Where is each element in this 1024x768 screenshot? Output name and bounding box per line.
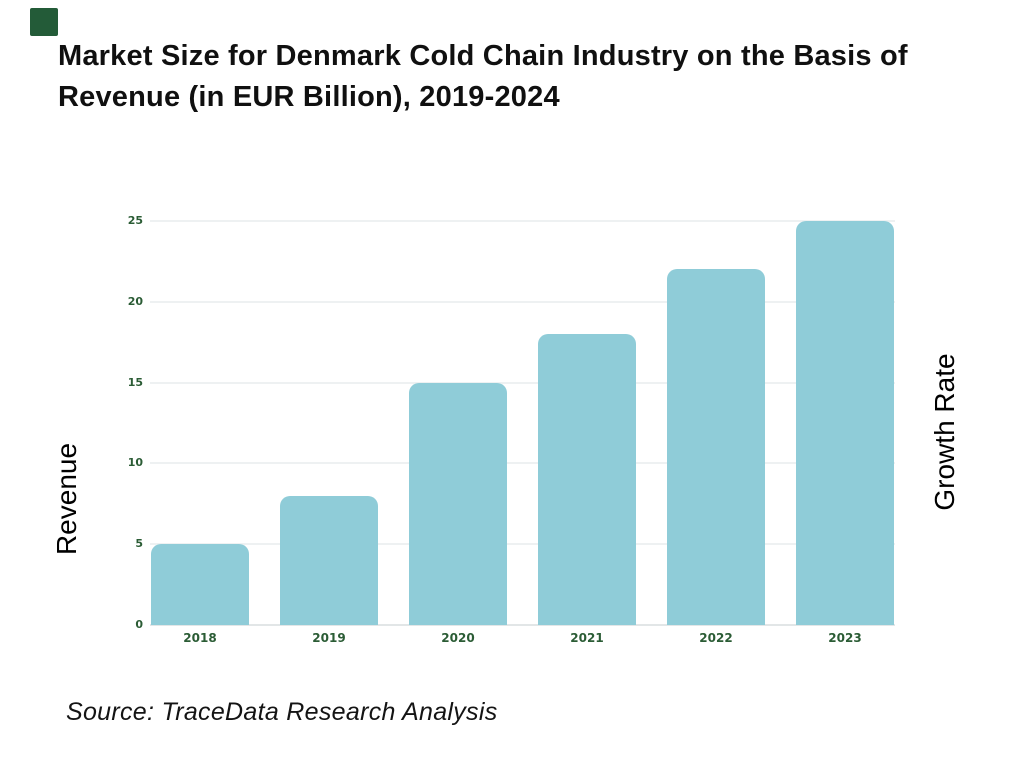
bar-slot-2018: 2018 xyxy=(151,221,249,645)
source-attribution: Source: TraceData Research Analysis xyxy=(66,698,498,726)
y-tick-label-15: 15 xyxy=(127,375,143,389)
chart-title: Market Size for Denmark Cold Chain Indus… xyxy=(58,36,968,118)
x-tick-label-2021: 2021 xyxy=(570,631,604,645)
brand-logo-square xyxy=(30,8,58,36)
bar-slot-2023: 2023 xyxy=(796,221,894,645)
y-tick-label-0: 0 xyxy=(135,618,143,631)
gridline-20 xyxy=(150,300,895,303)
bars-row: 2018 2019 2020 2021 2022 2023 xyxy=(151,221,894,645)
bar-slot-2021: 2021 xyxy=(538,221,636,645)
bar-slot-2019: 2019 xyxy=(280,221,378,645)
x-tick-label-2023: 2023 xyxy=(828,631,862,645)
y-tick-label-20: 20 xyxy=(127,294,143,308)
bar-2022 xyxy=(667,269,765,625)
y-axis-label-left: Revenue xyxy=(51,442,82,556)
x-axis-line xyxy=(150,624,895,626)
gridline-10 xyxy=(150,462,895,465)
chart-title-line2: Revenue (in EUR Billion), 2019-2024 xyxy=(58,81,560,113)
bar-2020 xyxy=(409,382,507,625)
x-tick-label-2019: 2019 xyxy=(312,631,346,645)
gridline-5 xyxy=(150,543,895,546)
y-tick-label-5: 5 xyxy=(135,537,143,551)
x-tick-label-2020: 2020 xyxy=(441,631,475,645)
bar-2018 xyxy=(151,544,249,625)
gridline-15 xyxy=(150,381,895,384)
gridline-25 xyxy=(150,220,895,222)
x-tick-label-2022: 2022 xyxy=(699,631,733,645)
bar-slot-2020: 2020 xyxy=(409,221,507,645)
x-tick-label-2018: 2018 xyxy=(183,631,217,645)
bar-slot-2022: 2022 xyxy=(667,221,765,645)
bar-2023 xyxy=(796,221,894,625)
bar-2021 xyxy=(538,334,636,625)
y-axis-label-right: Growth Rate xyxy=(929,353,960,511)
bar-2019 xyxy=(280,495,378,625)
plot-area: 2018 2019 2020 2021 2022 2023 0 5 10 15 20 25 xyxy=(128,214,895,645)
chart-title-line1: Market Size for Denmark Cold Chain Indus… xyxy=(58,40,908,72)
y-tick-label-10: 10 xyxy=(127,456,143,470)
y-tick-label-25: 25 xyxy=(127,214,143,227)
